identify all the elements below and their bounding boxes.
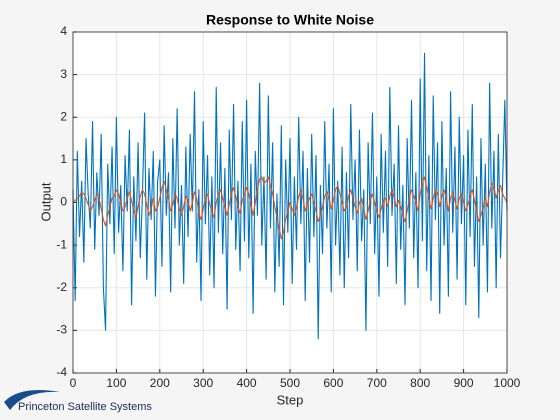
logo-swoosh <box>4 389 60 410</box>
chart-title: Response to White Noise <box>206 12 374 28</box>
axes-box <box>72 31 508 374</box>
x-tick-label: 100 <box>106 376 126 390</box>
x-tick-label: 300 <box>193 376 213 390</box>
y-tick-label: 4 <box>60 24 67 38</box>
y-tick-label: -3 <box>56 323 67 337</box>
y-tick-label: 3 <box>60 67 67 81</box>
x-tick-label: 200 <box>150 376 170 390</box>
y-tick-label: 0 <box>60 195 67 209</box>
x-tick-label: 800 <box>410 376 430 390</box>
x-tick-label: 500 <box>280 376 300 390</box>
x-tick-label: 600 <box>323 376 343 390</box>
y-tick-label: -4 <box>56 365 67 379</box>
logo-text: Princeton Satellite Systems <box>18 401 152 413</box>
x-tick-label: 700 <box>367 376 387 390</box>
x-tick-label: 1000 <box>494 376 521 390</box>
x-axis-label: Step <box>277 392 304 407</box>
x-tick-label: 900 <box>454 376 474 390</box>
x-tick-label: 400 <box>237 376 257 390</box>
series-line <box>72 52 508 340</box>
y-tick-label: 2 <box>60 109 67 123</box>
series-line <box>72 176 508 240</box>
y-axis-label: Output <box>38 182 53 221</box>
y-tick-label: 1 <box>60 152 67 166</box>
plot: 0 100 200 300 400 500 600 700 800 900 1000 -4 -3 -2 -1… <box>56 24 520 390</box>
x-tick-label: 0 <box>70 376 77 390</box>
y-tick-label: -2 <box>56 280 67 294</box>
y-tick-label: -1 <box>56 237 67 251</box>
